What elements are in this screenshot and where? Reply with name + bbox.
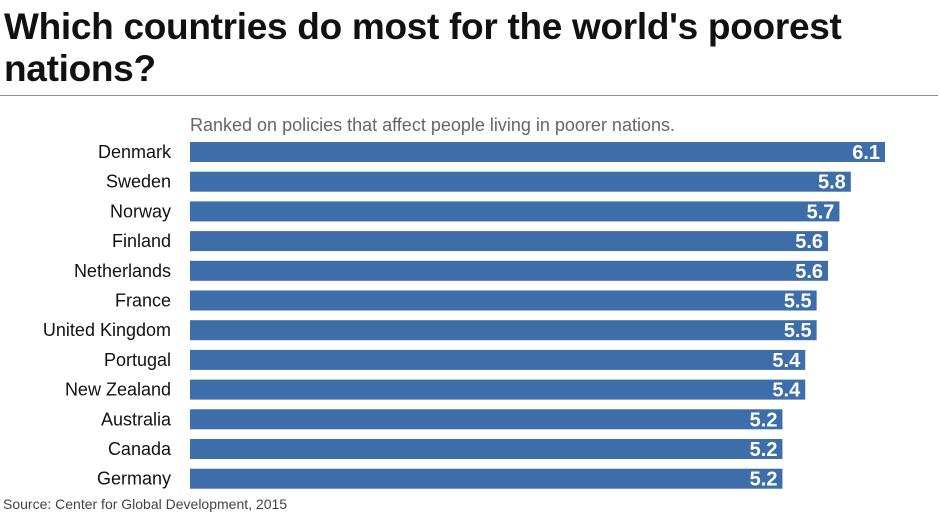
bar-germany <box>190 468 783 489</box>
category-label-australia: Australia <box>101 409 172 429</box>
value-label-france: 5.5 <box>784 291 812 313</box>
value-label-norway: 5.7 <box>807 201 835 223</box>
category-label-finland: Finland <box>112 231 171 251</box>
bar-france <box>190 290 817 311</box>
value-label-new-zealand: 5.4 <box>772 380 801 402</box>
value-label-finland: 5.6 <box>795 231 823 253</box>
value-label-netherlands: 5.6 <box>795 261 823 283</box>
value-label-sweden: 5.8 <box>818 172 846 194</box>
bar-portugal <box>190 349 806 370</box>
bar-denmark <box>190 142 885 162</box>
bar-finland <box>190 231 829 252</box>
bars <box>190 142 885 489</box>
category-label-portugal: Portugal <box>104 350 171 370</box>
bar-sweden <box>190 171 851 192</box>
value-label-united-kingdom: 5.5 <box>784 320 812 342</box>
category-label-netherlands: Netherlands <box>74 261 171 281</box>
category-label-france: France <box>115 291 171 311</box>
category-labels: Denmark Sweden Norway Finland Netherlands Fra… <box>43 142 172 489</box>
bar-new-zealand <box>190 379 806 400</box>
bar-australia <box>190 409 783 430</box>
title-divider <box>0 95 938 96</box>
category-label-germany: Germany <box>97 469 171 489</box>
bar-norway <box>190 201 840 222</box>
value-label-canada: 5.2 <box>750 439 778 461</box>
value-label-australia: 5.2 <box>750 409 778 431</box>
chart-subtitle: Ranked on policies that affect people li… <box>190 115 675 135</box>
value-label-germany: 5.2 <box>750 469 778 491</box>
value-label-portugal: 5.4 <box>772 350 801 372</box>
category-label-new-zealand: New Zealand <box>65 380 171 400</box>
category-label-sweden: Sweden <box>106 172 171 192</box>
value-label-denmark: 6.1 <box>852 142 880 164</box>
source-note: Source: Center for Global Development, 2… <box>3 496 288 512</box>
value-labels: 6.1 5.8 5.7 5.6 5.6 5.5 5.5 5.4 5.4 5.2 5.2 5.2 <box>750 142 880 491</box>
category-label-denmark: Denmark <box>98 142 172 162</box>
bar-netherlands <box>190 260 829 281</box>
chart-title: Which countries do most for the world's … <box>4 6 842 89</box>
bar-united-kingdom <box>190 320 817 341</box>
category-label-canada: Canada <box>108 439 172 459</box>
bar-canada <box>190 439 783 459</box>
category-label-norway: Norway <box>110 201 171 221</box>
category-label-united-kingdom: United Kingdom <box>43 320 171 340</box>
